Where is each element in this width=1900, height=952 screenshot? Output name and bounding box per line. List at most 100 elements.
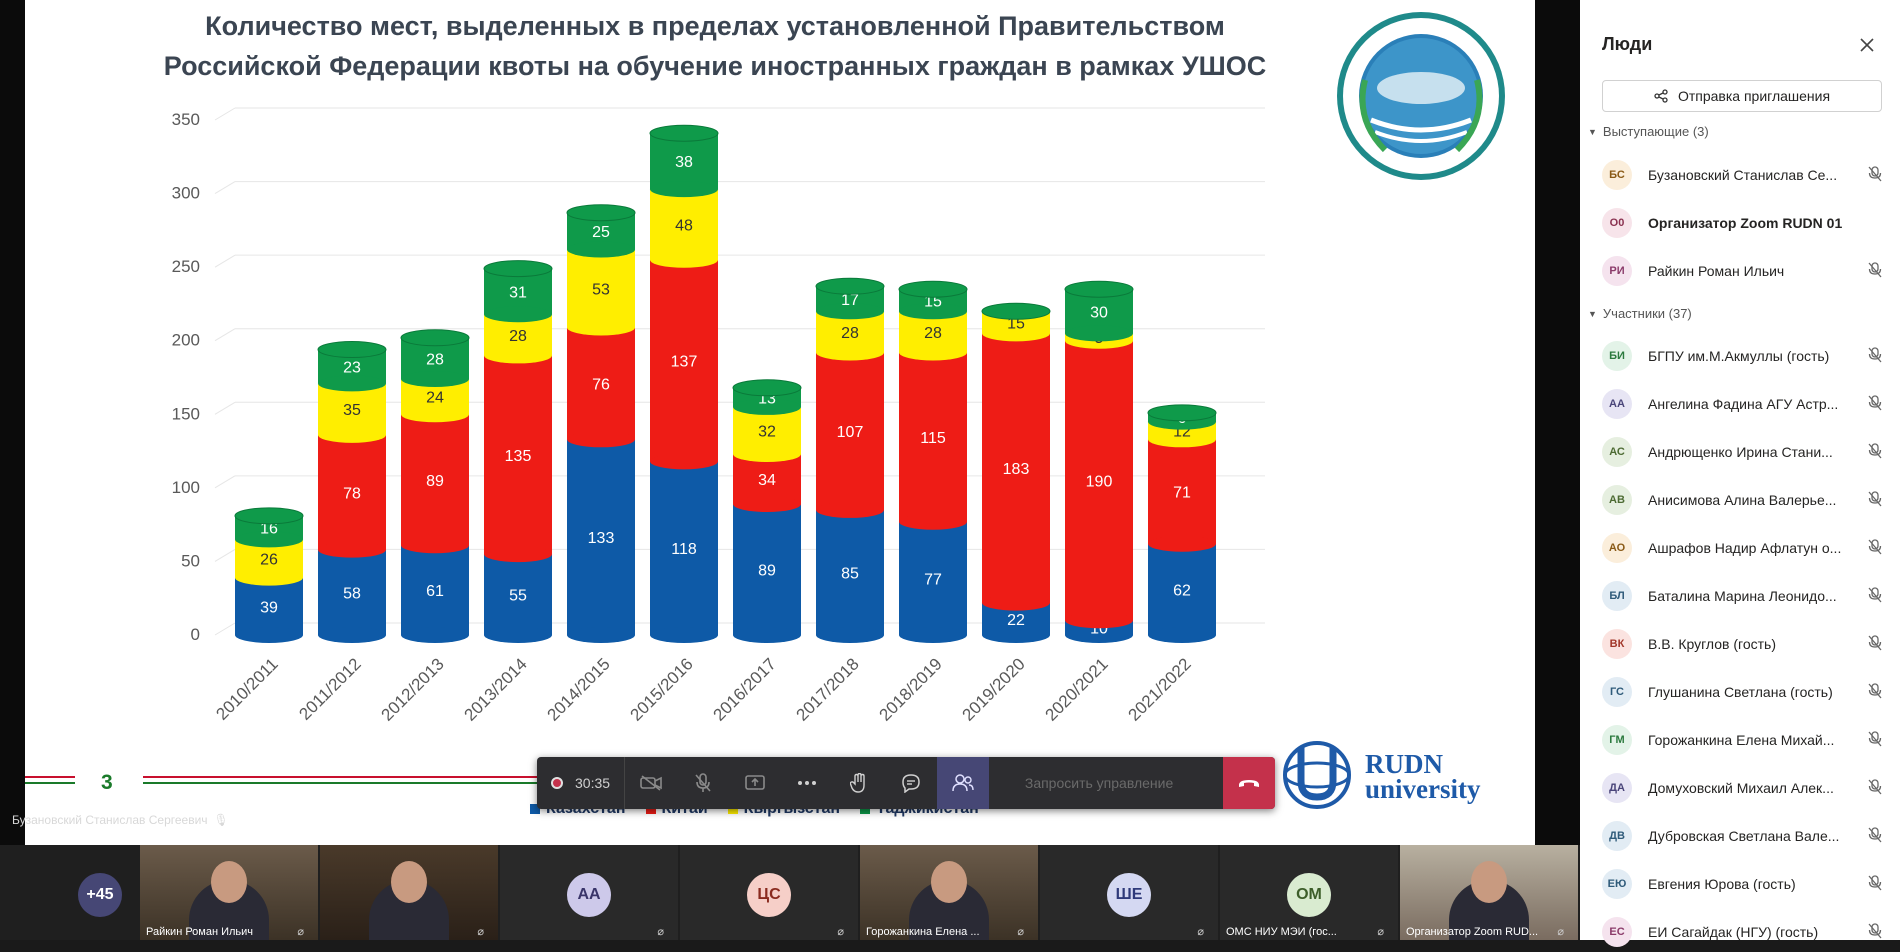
y-tick-label: 50 [181,551,200,570]
participant-row[interactable]: АА Ангелина Фадина АГУ Астр... [1602,384,1892,424]
camera-toggle-button[interactable] [625,757,677,809]
bar-top-cap [815,277,885,295]
bar-segment [484,355,552,563]
participant-name: Андрющенко Ирина Стани... [1648,444,1833,460]
mic-off-icon [1868,261,1882,281]
decorative-line [143,782,563,784]
sco-logo [1337,12,1505,180]
bar-segment [567,439,635,643]
participants-section-header[interactable]: ▼ Участники (37) [1588,306,1692,321]
mic-off-icon [1868,634,1882,654]
participant-video-tile[interactable]: АА ⌀ [500,845,678,940]
tile-name: Организатор Zoom RUD... [1406,926,1539,938]
slide-title: Количество мест, выделенных в пределах у… [65,6,1365,86]
data-label: 28 [841,325,859,342]
close-icon [1860,38,1874,52]
bar-segment [650,259,718,470]
participant-row[interactable]: БИ БГПУ им.М.Акмуллы (гость) [1602,336,1892,376]
participant-name: Ангелина Фадина АГУ Астр... [1648,396,1839,412]
rudn-logo [1283,741,1351,809]
avatar: БС [1602,160,1632,190]
participant-row[interactable]: ДА Домуховский Михаил Алек... [1602,768,1892,808]
mic-off-icon: ⌀ [837,926,844,938]
bar-segment [1148,543,1216,643]
bar-top-cap [317,341,387,359]
data-label: 115 [920,430,946,447]
rudn-line1: RUDN [1365,749,1443,779]
chat-button[interactable] [885,757,937,809]
people-button[interactable] [937,757,990,809]
participant-video-tile[interactable]: ШЕ ⌀ [1040,845,1218,940]
bar-segment [318,434,386,558]
participant-row[interactable]: АО Ашрафов Надир Афлатун о... [1602,528,1892,568]
mic-off-icon [1868,394,1882,414]
x-tick-label: 2017/2018 [793,654,863,724]
share-screen-button[interactable] [729,757,781,809]
participant-row[interactable]: АС Андрющенко Ирина Стани... [1602,432,1892,472]
avatar: РИ [1602,256,1632,286]
legend-swatch [860,804,871,814]
participant-name: Глушанина Светлана (гость) [1648,684,1833,700]
bar-segment [401,414,469,554]
legend-swatch [645,804,656,814]
mic-toggle-button[interactable] [677,757,729,809]
data-label: 55 [509,588,527,605]
y-tick-label: 0 [191,625,200,644]
mic-off-icon [1868,922,1882,942]
recording-indicator: 30:35 [537,757,626,809]
participant-row[interactable]: БС Бузановский Станислав Се... [1602,155,1892,195]
participant-name: Райкин Роман Ильич [1648,263,1785,279]
overflow-count: +45 [78,873,122,917]
data-label: 62 [1173,582,1191,599]
participant-video-tile[interactable]: ОМ ОМС НИУ МЭИ (гос... ⌀ [1220,845,1398,940]
bar-top-cap [732,379,802,397]
presenters-section-header[interactable]: ▼ Выступающие (3) [1588,124,1709,139]
mic-off-icon [1868,730,1882,750]
participant-row[interactable]: ГС Глушанина Светлана (гость) [1602,672,1892,712]
bar-segment [401,545,469,643]
mic-off-icon: ⌀ [1377,926,1384,938]
y-tick-label: 350 [172,110,200,129]
data-label: 71 [1173,485,1191,502]
participant-video-tile[interactable]: Организатор Zoom RUD... ⌀ [1400,845,1578,940]
avatar: ГС [1602,677,1632,707]
bar-segment [816,509,884,643]
participant-row[interactable]: ЕС ЕИ Сагайдак (НГУ) (гость) [1602,912,1892,952]
close-panel-button[interactable] [1860,32,1874,58]
participant-row[interactable]: БЛ Баталина Марина Леонидо... [1602,576,1892,616]
participant-video-tile[interactable]: ⌀ [320,845,498,940]
participant-video-tile[interactable]: Райкин Роман Ильич ⌀ [140,845,318,940]
bar-segment [1148,439,1216,552]
raise-hand-button[interactable] [833,757,885,809]
mic-off-icon [1868,874,1882,894]
participant-row[interactable]: ВК В.В. Круглов (гость) [1602,624,1892,664]
bar-segment [1065,340,1133,629]
data-label: 32 [758,423,776,440]
bar-segment [982,333,1050,611]
gridline-diagonal [214,622,236,636]
participants-header-label: Участники (37) [1602,306,1692,321]
data-label: 28 [924,325,942,342]
video-person-head [391,861,427,903]
overflow-tile[interactable]: +45 [0,845,140,940]
participant-row[interactable]: О0 Организатор Zoom RUDN 01 [1602,203,1892,243]
participant-video-tile[interactable]: Горожанкина Елена ... ⌀ [860,845,1038,940]
participant-row[interactable]: ГМ Горожанкина Елена Михай... [1602,720,1892,760]
hang-up-button[interactable] [1223,757,1275,809]
participant-video-tile[interactable]: ЦС ⌀ [680,845,858,940]
more-actions-button[interactable] [781,757,833,809]
gridline-diagonal [214,401,236,415]
participant-row[interactable]: АВ Анисимова Алина Валерье... [1602,480,1892,520]
send-invite-button[interactable]: Отправка приглашения [1602,80,1882,112]
meeting-control-bar: 30:35 Запросить управление [537,757,1275,809]
data-label: 133 [588,530,615,547]
participant-row[interactable]: ДВ Дубровская Светлана Вале... [1602,816,1892,856]
bar-top-cap [1064,280,1134,298]
mic-off-icon: ⌀ [297,926,304,938]
request-control-button[interactable]: Запросить управление [1024,775,1174,791]
y-tick-label: 200 [172,331,200,350]
data-label: 23 [343,359,361,376]
participant-row[interactable]: РИ Райкин Роман Ильич [1602,251,1892,291]
participant-row[interactable]: ЕЮ Евгения Юрова (гость) [1602,864,1892,904]
legend-swatch [530,804,540,814]
